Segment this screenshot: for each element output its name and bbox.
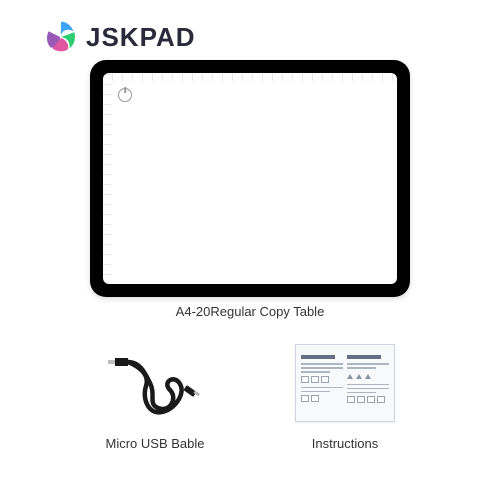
instructions-caption: Instructions xyxy=(270,436,420,451)
copy-table-screen xyxy=(103,73,397,284)
instructions-image xyxy=(290,338,400,428)
power-button-icon xyxy=(118,88,132,102)
brand-logo-mark xyxy=(42,18,80,56)
product-copy-table xyxy=(90,60,410,297)
cable-caption: Micro USB Bable xyxy=(80,436,230,451)
cable-image xyxy=(100,338,210,428)
accessory-instructions: Instructions xyxy=(270,338,420,451)
brand-name: JSKPAD xyxy=(86,22,196,53)
brand-logo: JSKPAD xyxy=(42,18,196,56)
product-caption: A4-20Regular Copy Table xyxy=(0,304,500,319)
accessory-cable: Micro USB Bable xyxy=(80,338,230,451)
